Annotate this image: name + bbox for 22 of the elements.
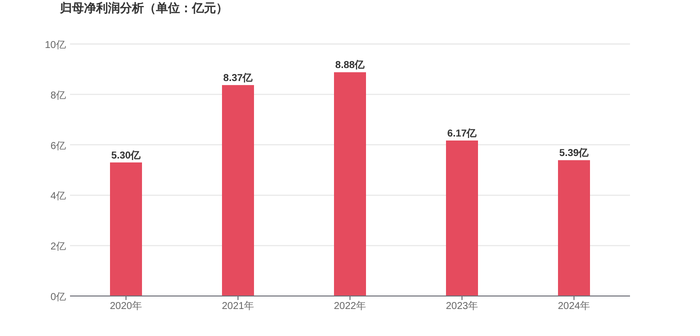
y-tick-label: 10亿	[44, 40, 66, 51]
bar	[558, 160, 590, 296]
bar	[334, 72, 366, 296]
y-tick-label: 0亿	[50, 292, 66, 303]
chart-title: 归母净利润分析（单位：亿元）	[59, 1, 228, 15]
data-label: 8.37亿	[223, 72, 254, 84]
x-tick-label: 2023年	[446, 300, 478, 312]
y-tick-label: 4亿	[50, 191, 66, 202]
bar	[446, 140, 478, 296]
y-tick-label: 2亿	[50, 242, 66, 253]
x-tick-label: 2024年	[558, 300, 590, 312]
data-label: 8.88亿	[335, 59, 366, 72]
x-tick-label: 2022年	[334, 300, 366, 312]
bar	[110, 162, 142, 296]
x-tick-label: 2021年	[222, 300, 254, 312]
x-tick-label: 2020年	[110, 300, 142, 312]
y-tick-label: 6亿	[50, 140, 66, 152]
bar	[222, 85, 254, 296]
y-tick-label: 8亿	[50, 90, 66, 102]
data-label: 6.17亿	[447, 128, 478, 140]
data-label: 5.30亿	[111, 149, 142, 162]
data-label: 5.39亿	[559, 147, 590, 160]
